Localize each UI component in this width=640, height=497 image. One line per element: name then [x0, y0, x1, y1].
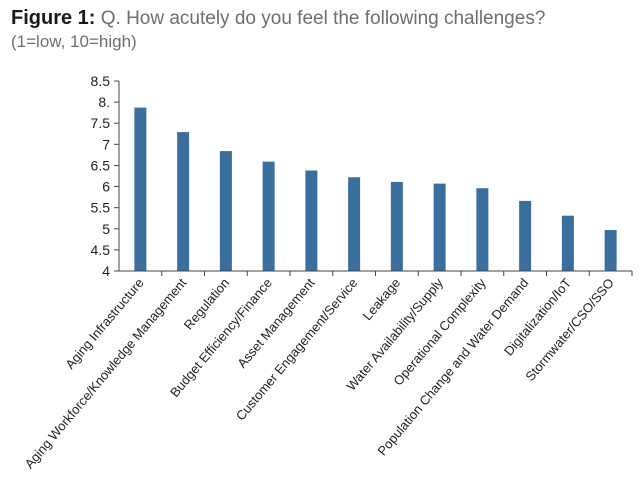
bar: [305, 170, 318, 271]
y-tick-label: 7: [102, 136, 110, 152]
bar: [262, 161, 275, 271]
x-category-label: Aging Workforce/Knowledge Management: [22, 275, 190, 471]
figure-header: Figure 1: Q. How acutely do you feel the…: [11, 7, 631, 53]
bar: [348, 177, 361, 271]
y-tick-label: 8.: [98, 94, 110, 110]
y-tick-label: 6.5: [91, 157, 111, 173]
bar: [519, 200, 532, 271]
figure-label: Figure 1:: [11, 7, 96, 29]
x-category-label: Asset Management: [234, 275, 318, 371]
bar: [390, 181, 403, 271]
x-category-label: Leakage: [360, 275, 404, 323]
figure-title: Figure 1: Q. How acutely do you feel the…: [11, 7, 631, 30]
bar: [476, 188, 489, 271]
question-text: Q. How acutely do you feel the following…: [95, 8, 546, 29]
bar: [433, 183, 446, 271]
y-tick-label: 6: [102, 179, 110, 195]
scale-note: (1=low, 10=high): [11, 32, 137, 51]
x-category-label: Aging Infrastructure: [62, 275, 146, 372]
y-tick-label: 4: [102, 263, 110, 279]
y-axis: 4 4.5 5 5.5 6 6.5 7 7.5 8. 8.5: [91, 73, 120, 279]
bar: [561, 215, 574, 271]
bar: [604, 230, 617, 271]
bar: [177, 132, 190, 271]
y-tick-label: 4.5: [91, 242, 111, 258]
y-tick-label: 8.5: [91, 73, 111, 89]
y-tick-label: 5.5: [91, 200, 111, 216]
y-tick-label: 5: [102, 221, 110, 237]
bar-series: [134, 107, 617, 271]
bar: [134, 107, 147, 271]
bar: [219, 151, 232, 271]
y-tick-label: 7.5: [91, 115, 111, 131]
